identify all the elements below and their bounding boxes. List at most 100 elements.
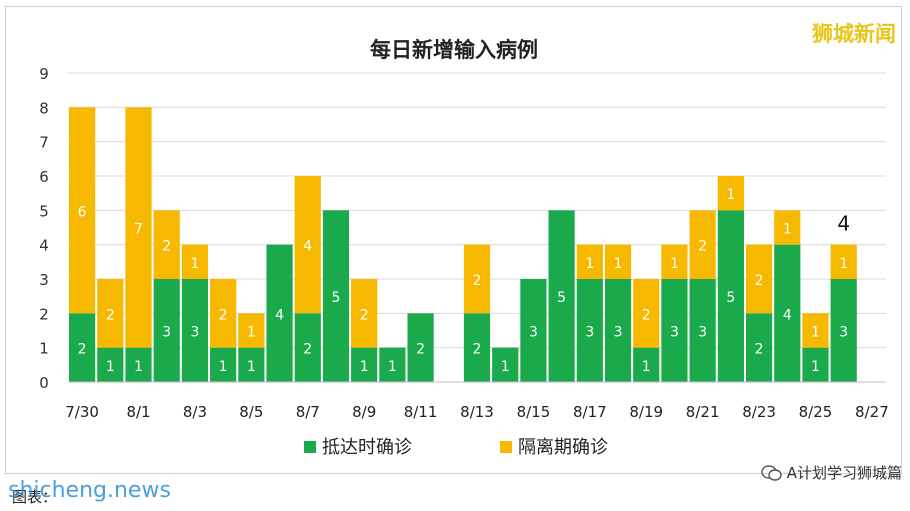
x-tick-label: 8/5 xyxy=(239,403,263,421)
data-label: 2 xyxy=(755,342,764,358)
annotation-label: 4 xyxy=(837,212,850,236)
data-label: 3 xyxy=(162,325,171,341)
data-label: 1 xyxy=(388,359,397,375)
data-label: 1 xyxy=(642,359,651,375)
data-label: 5 xyxy=(726,290,735,306)
bar-segment-quarantine xyxy=(69,107,96,314)
y-tick-label: 1 xyxy=(39,340,49,358)
watermark: shicheng.news xyxy=(8,478,171,503)
bar-segment-quarantine xyxy=(181,244,209,279)
bar-segment-arrival xyxy=(97,347,124,382)
x-tick-label: 8/17 xyxy=(573,403,607,421)
data-label: 2 xyxy=(416,342,425,358)
bar-segment-arrival xyxy=(153,279,180,382)
wechat-icon xyxy=(761,464,783,482)
x-tick-label: 8/3 xyxy=(183,403,207,421)
bar-segment-arrival xyxy=(745,313,773,382)
bar-segment-arrival xyxy=(322,210,350,382)
x-tick-label: 8/7 xyxy=(296,403,320,421)
data-label: 3 xyxy=(670,325,679,341)
bar-segment-arrival xyxy=(294,313,321,382)
data-label: 4 xyxy=(275,307,284,323)
bar-segment-arrival xyxy=(604,279,632,382)
bar-segment-arrival xyxy=(576,279,603,382)
figure-caption: 图表： xyxy=(12,488,58,506)
bar-segment-arrival xyxy=(266,244,293,382)
data-label: 1 xyxy=(811,325,820,341)
wechat-account-name: A计划学习狮城篇 xyxy=(786,464,902,482)
data-label: 3 xyxy=(529,325,538,341)
bar-segment-quarantine xyxy=(689,210,716,279)
data-label: 6 xyxy=(78,204,87,220)
bar-segment-arrival xyxy=(633,347,660,382)
x-tick-label: 8/13 xyxy=(460,403,494,421)
bar-segment-quarantine xyxy=(774,210,801,245)
y-tick-label: 4 xyxy=(39,237,49,255)
x-tick-label: 8/19 xyxy=(629,403,663,421)
data-label: 3 xyxy=(585,325,594,341)
legend-swatch xyxy=(304,441,316,453)
bar-segment-quarantine xyxy=(238,313,265,348)
x-tick-label: 8/15 xyxy=(517,403,551,421)
data-label: 1 xyxy=(839,256,848,272)
data-label: 1 xyxy=(247,325,256,341)
bar-segment-arrival xyxy=(379,347,406,382)
data-label: 1 xyxy=(190,256,199,272)
data-label: 1 xyxy=(585,256,594,272)
bar-segment-quarantine xyxy=(210,279,237,348)
data-label: 2 xyxy=(698,239,707,255)
bar-segment-quarantine xyxy=(576,244,603,279)
x-tick-label: 8/9 xyxy=(352,403,376,421)
data-label: 2 xyxy=(78,342,87,358)
data-label: 1 xyxy=(670,256,679,272)
y-tick-label: 5 xyxy=(39,202,49,220)
data-label: 1 xyxy=(614,256,623,272)
x-tick-label: 8/25 xyxy=(799,403,833,421)
data-label: 2 xyxy=(360,307,369,323)
bar-segment-quarantine xyxy=(153,210,180,279)
legend: 抵达时确诊 隔离期确诊 xyxy=(304,437,608,458)
bar-segment-arrival xyxy=(69,313,96,382)
data-label: 3 xyxy=(839,325,848,341)
bar-segment-arrival xyxy=(548,210,575,382)
data-label: 2 xyxy=(755,273,764,289)
wechat-account: A计划学习狮城篇 xyxy=(761,462,902,483)
chart-title: 每日新增输入病例 xyxy=(370,38,538,62)
data-label: 1 xyxy=(726,187,735,203)
x-tick-label: 8/21 xyxy=(686,403,720,421)
bar-segment-quarantine xyxy=(604,244,632,279)
bar-segment-arrival xyxy=(125,347,152,382)
data-label: 5 xyxy=(557,290,566,306)
x-tick-label: 8/11 xyxy=(404,403,438,421)
x-tick-label: 8/1 xyxy=(126,403,150,421)
y-tick-label: 7 xyxy=(39,134,49,152)
y-tick-label: 9 xyxy=(39,65,49,83)
bar-segment-arrival xyxy=(661,279,688,382)
bar-segment-quarantine xyxy=(717,176,744,211)
data-label: 1 xyxy=(501,359,510,375)
bar-segment-quarantine xyxy=(661,244,688,279)
data-label: 1 xyxy=(811,359,820,375)
data-label: 1 xyxy=(783,222,792,238)
bar-segment-quarantine xyxy=(463,244,491,314)
y-tick-label: 6 xyxy=(39,168,49,186)
bar-segment-quarantine xyxy=(745,244,773,314)
data-label: 1 xyxy=(134,359,143,375)
data-label: 2 xyxy=(106,307,115,323)
x-tick-label: 8/27 xyxy=(855,403,889,421)
bar-segment-quarantine xyxy=(633,279,660,348)
data-label: 3 xyxy=(698,325,707,341)
data-label: 2 xyxy=(473,273,482,289)
data-label: 1 xyxy=(106,359,115,375)
y-tick-label: 8 xyxy=(39,99,49,117)
bar-segment-arrival xyxy=(463,313,491,382)
bar-segment-arrival xyxy=(689,279,716,382)
bar-segment-quarantine xyxy=(802,313,829,348)
data-label: 2 xyxy=(303,342,312,358)
data-label: 5 xyxy=(332,290,341,306)
bar-segment-arrival xyxy=(181,279,209,382)
data-label: 4 xyxy=(783,307,792,323)
bar-segment-quarantine xyxy=(830,244,857,279)
data-label: 1 xyxy=(247,359,256,375)
